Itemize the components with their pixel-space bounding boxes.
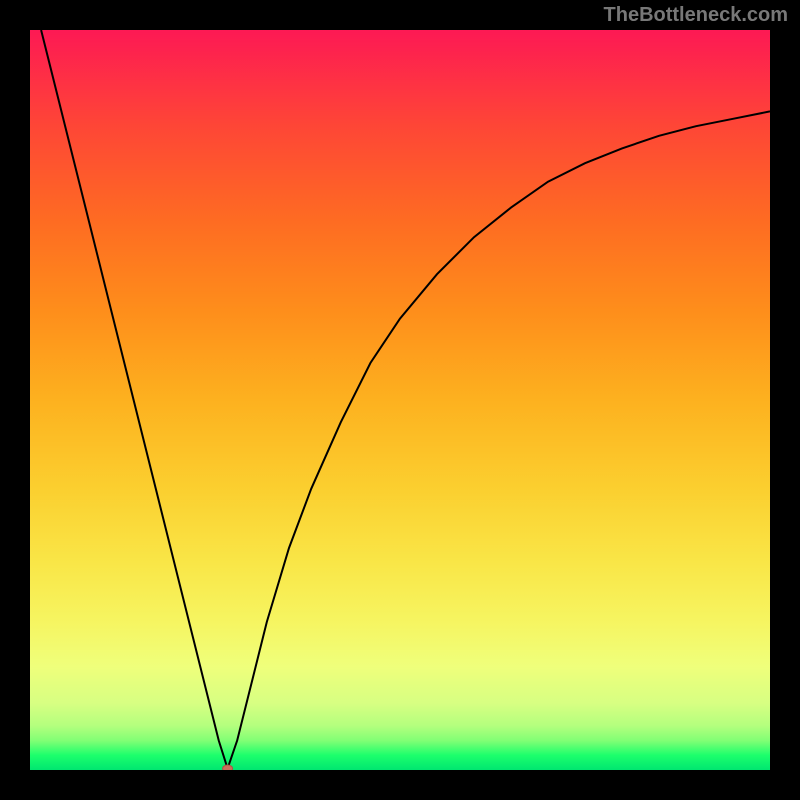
curve-right-path <box>228 111 770 768</box>
curve-left-path <box>41 30 227 769</box>
minimum-marker <box>223 765 233 770</box>
chart-container: TheBottleneck.com <box>0 0 800 800</box>
curve-svg <box>30 30 770 770</box>
watermark-text: TheBottleneck.com <box>604 4 788 27</box>
plot-area <box>30 30 770 770</box>
